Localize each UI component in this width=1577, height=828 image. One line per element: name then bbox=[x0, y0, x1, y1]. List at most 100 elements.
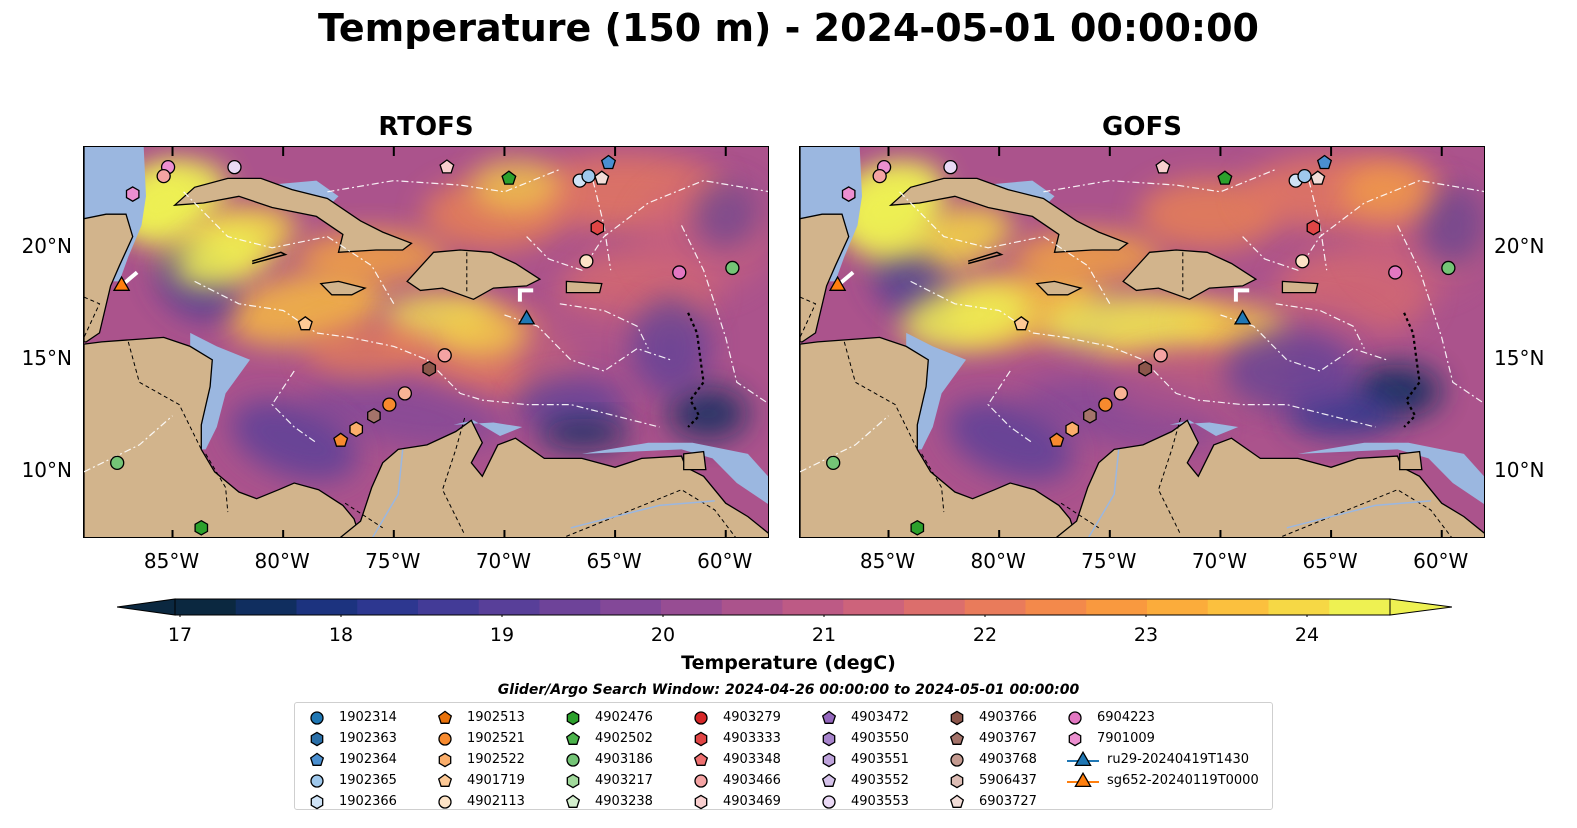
legend-label: 4903553 bbox=[851, 794, 909, 809]
lon-tick-label: 70°W bbox=[1191, 549, 1248, 573]
map-canvas-rtofs bbox=[84, 147, 768, 537]
legend-marker bbox=[310, 773, 324, 788]
map-marker bbox=[349, 421, 364, 438]
map-marker bbox=[1233, 309, 1252, 325]
eez-boundary bbox=[800, 415, 889, 473]
float-markers bbox=[110, 154, 740, 536]
eez-boundary bbox=[1396, 225, 1484, 404]
land-sa bbox=[339, 419, 768, 537]
lon-tick-label: 85°W bbox=[143, 549, 200, 573]
legend-symbol bbox=[950, 710, 964, 725]
map-marker bbox=[1153, 348, 1168, 363]
legend-marker bbox=[822, 794, 836, 809]
lon-tick-label: 65°W bbox=[1302, 549, 1358, 573]
colorbar-tick-label: 24 bbox=[1294, 624, 1320, 646]
ru29-track bbox=[517, 288, 534, 302]
map-marker bbox=[725, 260, 740, 276]
legend-marker bbox=[566, 710, 580, 725]
colorbar-segment bbox=[964, 599, 1026, 615]
shelf-region bbox=[1169, 420, 1239, 436]
legend-item: 4903550 bbox=[821, 728, 909, 749]
legend-marker bbox=[438, 752, 452, 767]
legend-symbol bbox=[694, 731, 708, 746]
land-hispaniola bbox=[406, 249, 542, 301]
legend-item: 4902502 bbox=[565, 728, 653, 749]
map-marker bbox=[333, 432, 349, 447]
legend: 1902314 1902363 1902364 1902365 1902366 19025… bbox=[294, 702, 1273, 810]
lat-tick-label: 20°N bbox=[21, 233, 72, 258]
legend-symbol bbox=[821, 710, 837, 724]
legend-label: 4903768 bbox=[979, 752, 1037, 767]
country-border bbox=[441, 417, 466, 535]
temperature-blob bbox=[515, 377, 627, 432]
colorbar-segment bbox=[1329, 599, 1391, 615]
eez-boundary bbox=[559, 303, 649, 349]
panel-title-gofs: GOFS bbox=[1102, 112, 1182, 142]
legend-item: 1902363 bbox=[309, 728, 397, 749]
legend-symbol bbox=[821, 773, 837, 787]
map-marker bbox=[841, 186, 856, 202]
legend-label: 1902521 bbox=[467, 731, 525, 746]
map-marker bbox=[1306, 219, 1321, 236]
temperature-blob bbox=[539, 418, 629, 450]
eez-boundary bbox=[327, 168, 561, 193]
map-marker bbox=[125, 186, 140, 202]
shelf-region bbox=[1297, 442, 1484, 505]
colorbar-segment bbox=[1268, 599, 1330, 615]
map-marker bbox=[297, 315, 313, 331]
colorbar-segment bbox=[661, 599, 723, 615]
legend-symbol bbox=[566, 752, 580, 767]
map-marker bbox=[672, 265, 687, 280]
legend-item: sg652-20240119T0000 bbox=[1067, 770, 1259, 791]
colorbar-segment bbox=[357, 599, 419, 615]
map-marker bbox=[1295, 254, 1310, 269]
lon-tick-label: 60°W bbox=[697, 549, 753, 573]
legend-marker bbox=[694, 794, 708, 809]
legend-item: 4903217 bbox=[565, 770, 653, 791]
legend-symbol bbox=[1068, 710, 1082, 725]
map-marker bbox=[397, 386, 413, 401]
map-marker bbox=[581, 168, 596, 184]
legend-label: 6903727 bbox=[979, 794, 1037, 809]
lon-tick-label: 75°W bbox=[1081, 549, 1137, 573]
colorbar-label: Temperature (degC) bbox=[681, 652, 896, 674]
map-marker bbox=[1310, 170, 1326, 185]
colorbar-segment bbox=[539, 599, 601, 615]
legend-label: 4903469 bbox=[723, 794, 781, 809]
float-markers bbox=[826, 154, 1456, 536]
colorbar-segment bbox=[175, 599, 237, 615]
legend-label: sg652-20240119T0000 bbox=[1107, 773, 1259, 788]
temperature-blob bbox=[900, 284, 1032, 351]
legend-item: 4903348 bbox=[693, 749, 781, 770]
legend-symbol bbox=[1068, 731, 1082, 746]
land-trinidad bbox=[1399, 450, 1423, 471]
legend-item: 4903472 bbox=[821, 707, 909, 728]
eez-boundary bbox=[271, 370, 317, 444]
legend-item: 4903333 bbox=[693, 728, 781, 749]
map-panel-gofs bbox=[799, 146, 1485, 538]
legend-item: 1902314 bbox=[309, 707, 397, 728]
colorbar-tick-label: 21 bbox=[811, 624, 837, 646]
eez-boundary bbox=[1275, 303, 1365, 349]
legend-symbol bbox=[438, 731, 452, 746]
map-marker bbox=[227, 160, 242, 175]
frame-ticks bbox=[887, 147, 1443, 537]
legend-symbol bbox=[949, 794, 965, 808]
temperature-blob bbox=[1043, 294, 1221, 354]
legend-item: 4903238 bbox=[565, 791, 653, 812]
legend-marker bbox=[566, 752, 580, 767]
colorbar-tick-label: 20 bbox=[650, 624, 676, 646]
temperature-blob bbox=[630, 297, 711, 396]
legend-item: 6903727 bbox=[949, 791, 1037, 812]
legend-marker bbox=[1067, 750, 1099, 766]
legend-item: 4903553 bbox=[821, 791, 909, 812]
legend-marker bbox=[565, 731, 581, 745]
panel-title-rtofs: RTOFS bbox=[378, 112, 474, 142]
temperature-blob bbox=[1419, 185, 1484, 266]
legend-item: 4903766 bbox=[949, 707, 1037, 728]
colorbar-segment bbox=[843, 599, 905, 615]
legend-symbol bbox=[310, 731, 324, 746]
map-marker bbox=[517, 309, 536, 325]
legend-label: 4903766 bbox=[979, 710, 1037, 725]
legend-label: 4901719 bbox=[467, 773, 525, 788]
